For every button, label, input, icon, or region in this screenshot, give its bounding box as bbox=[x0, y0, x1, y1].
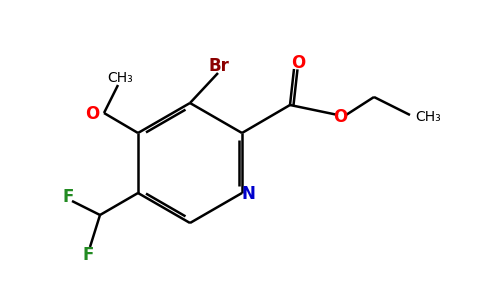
Text: O: O bbox=[85, 105, 99, 123]
Text: N: N bbox=[241, 185, 255, 203]
Text: F: F bbox=[82, 246, 94, 264]
Text: O: O bbox=[333, 108, 347, 126]
Text: O: O bbox=[291, 54, 305, 72]
Text: CH₃: CH₃ bbox=[107, 71, 133, 85]
Text: F: F bbox=[62, 188, 74, 206]
Text: CH₃: CH₃ bbox=[415, 110, 441, 124]
Text: Br: Br bbox=[209, 57, 229, 75]
